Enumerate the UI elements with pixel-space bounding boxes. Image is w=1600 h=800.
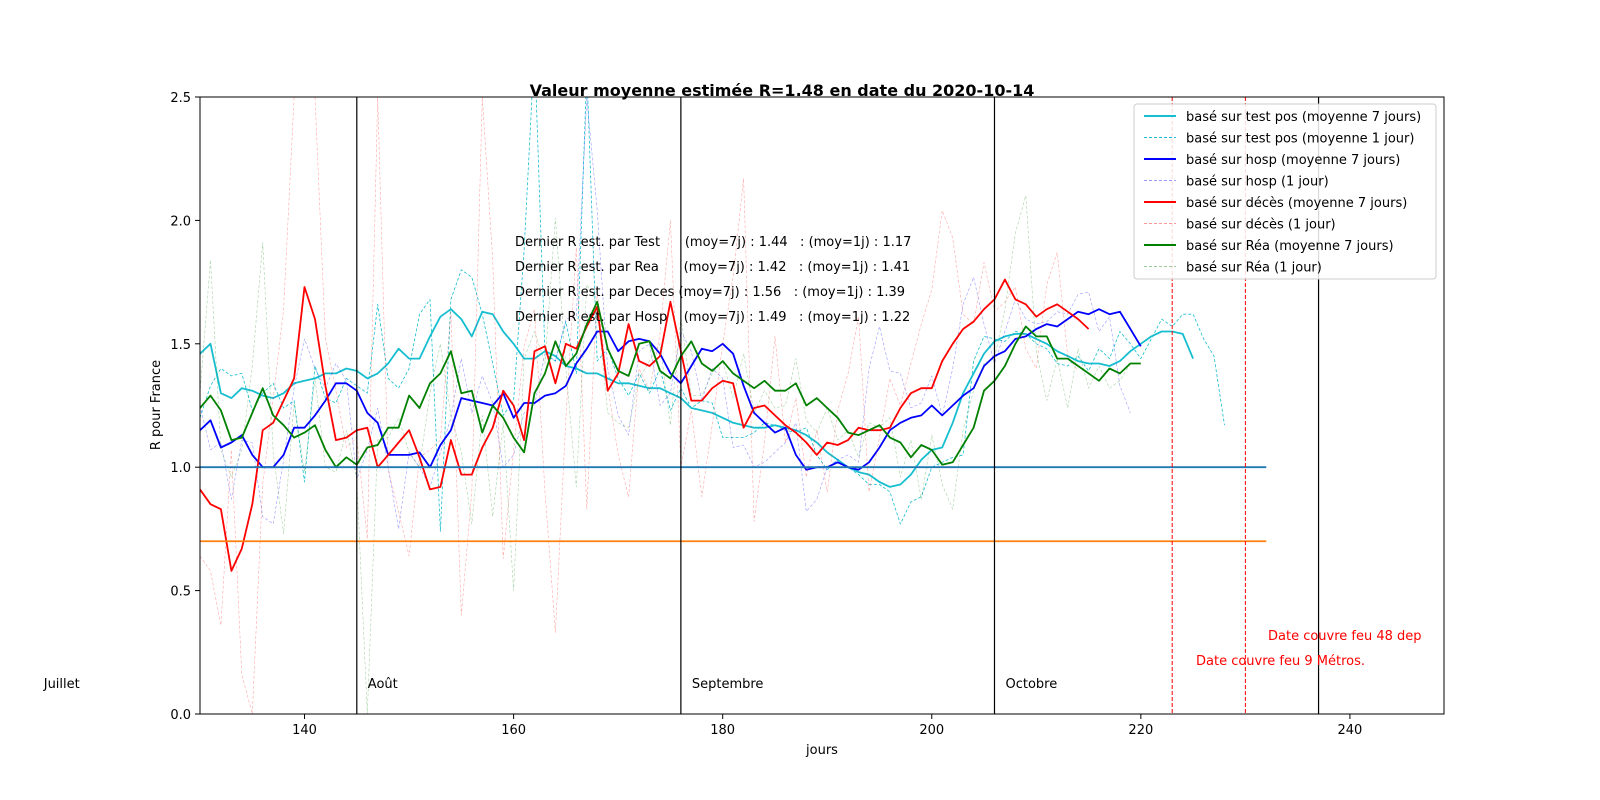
month-label: Septembre (692, 677, 764, 692)
y-tick-label: 2.0 (170, 214, 191, 229)
plot-frame (199, 96, 1445, 715)
last-r-annotation: Dernier R est. par Hosp (moy=7j) : 1.49 … (515, 310, 910, 325)
x-tick-label: 180 (710, 723, 735, 738)
legend-label-2: basé sur hosp (moyenne 7 jours) (1186, 153, 1400, 168)
legend-label-3: basé sur hosp (1 jour) (1186, 175, 1329, 190)
y-tick-label: 0.0 (170, 708, 191, 723)
x-tick-label: 200 (919, 723, 944, 738)
legend-label-0: basé sur test pos (moyenne 7 jours) (1186, 110, 1421, 125)
month-label: Juillet (43, 677, 80, 692)
x-axis-label: jours (805, 743, 838, 758)
y-axis-label: R pour France (149, 360, 164, 450)
x-tick-label: 220 (1128, 723, 1153, 738)
y-tick-label: 2.5 (170, 91, 191, 106)
legend-box (1133, 103, 1437, 280)
x-tick-label: 240 (1338, 723, 1363, 738)
last-r-annotation: Dernier R est. par Rea (moy=7j) : 1.42 :… (515, 260, 910, 275)
series-line-7 (200, 195, 1131, 714)
legend-label-6: basé sur Réa (moyenne 7 jours) (1186, 239, 1394, 254)
y-tick-label: 1.0 (170, 461, 191, 476)
series-line-5 (200, 97, 1079, 714)
chart-title: Valeur moyenne estimée R=1.48 en date du… (530, 81, 1035, 100)
month-label: Octobre (1005, 677, 1057, 692)
series-line-4 (200, 278, 1090, 572)
curfew-note-1: Date couvre feu 9 Métros. (1196, 654, 1365, 669)
curfew-note-0: Date couvre feu 48 dep (1268, 629, 1422, 644)
legend-label-4: basé sur décès (moyenne 7 jours) (1186, 196, 1407, 211)
x-tick-label: 140 (292, 723, 317, 738)
last-r-annotation: Dernier R est. par Deces (moy=7j) : 1.56… (515, 285, 905, 300)
x-tick-label: 160 (501, 723, 526, 738)
series-line-1 (200, 97, 1225, 532)
legend-label-5: basé sur décès (1 jour) (1186, 218, 1336, 233)
month-label: Août (368, 677, 398, 692)
legend-label-7: basé sur Réa (1 jour) (1186, 261, 1322, 276)
y-tick-label: 0.5 (170, 585, 191, 600)
legend: basé sur test pos (moyenne 7 jours) basé … (1133, 103, 1437, 280)
legend-label-1: basé sur test pos (moyenne 1 jour) (1186, 132, 1414, 147)
y-tick-label: 1.5 (170, 338, 191, 353)
last-r-annotation: Dernier R est. par Test (moy=7j) : 1.44 … (515, 235, 911, 250)
